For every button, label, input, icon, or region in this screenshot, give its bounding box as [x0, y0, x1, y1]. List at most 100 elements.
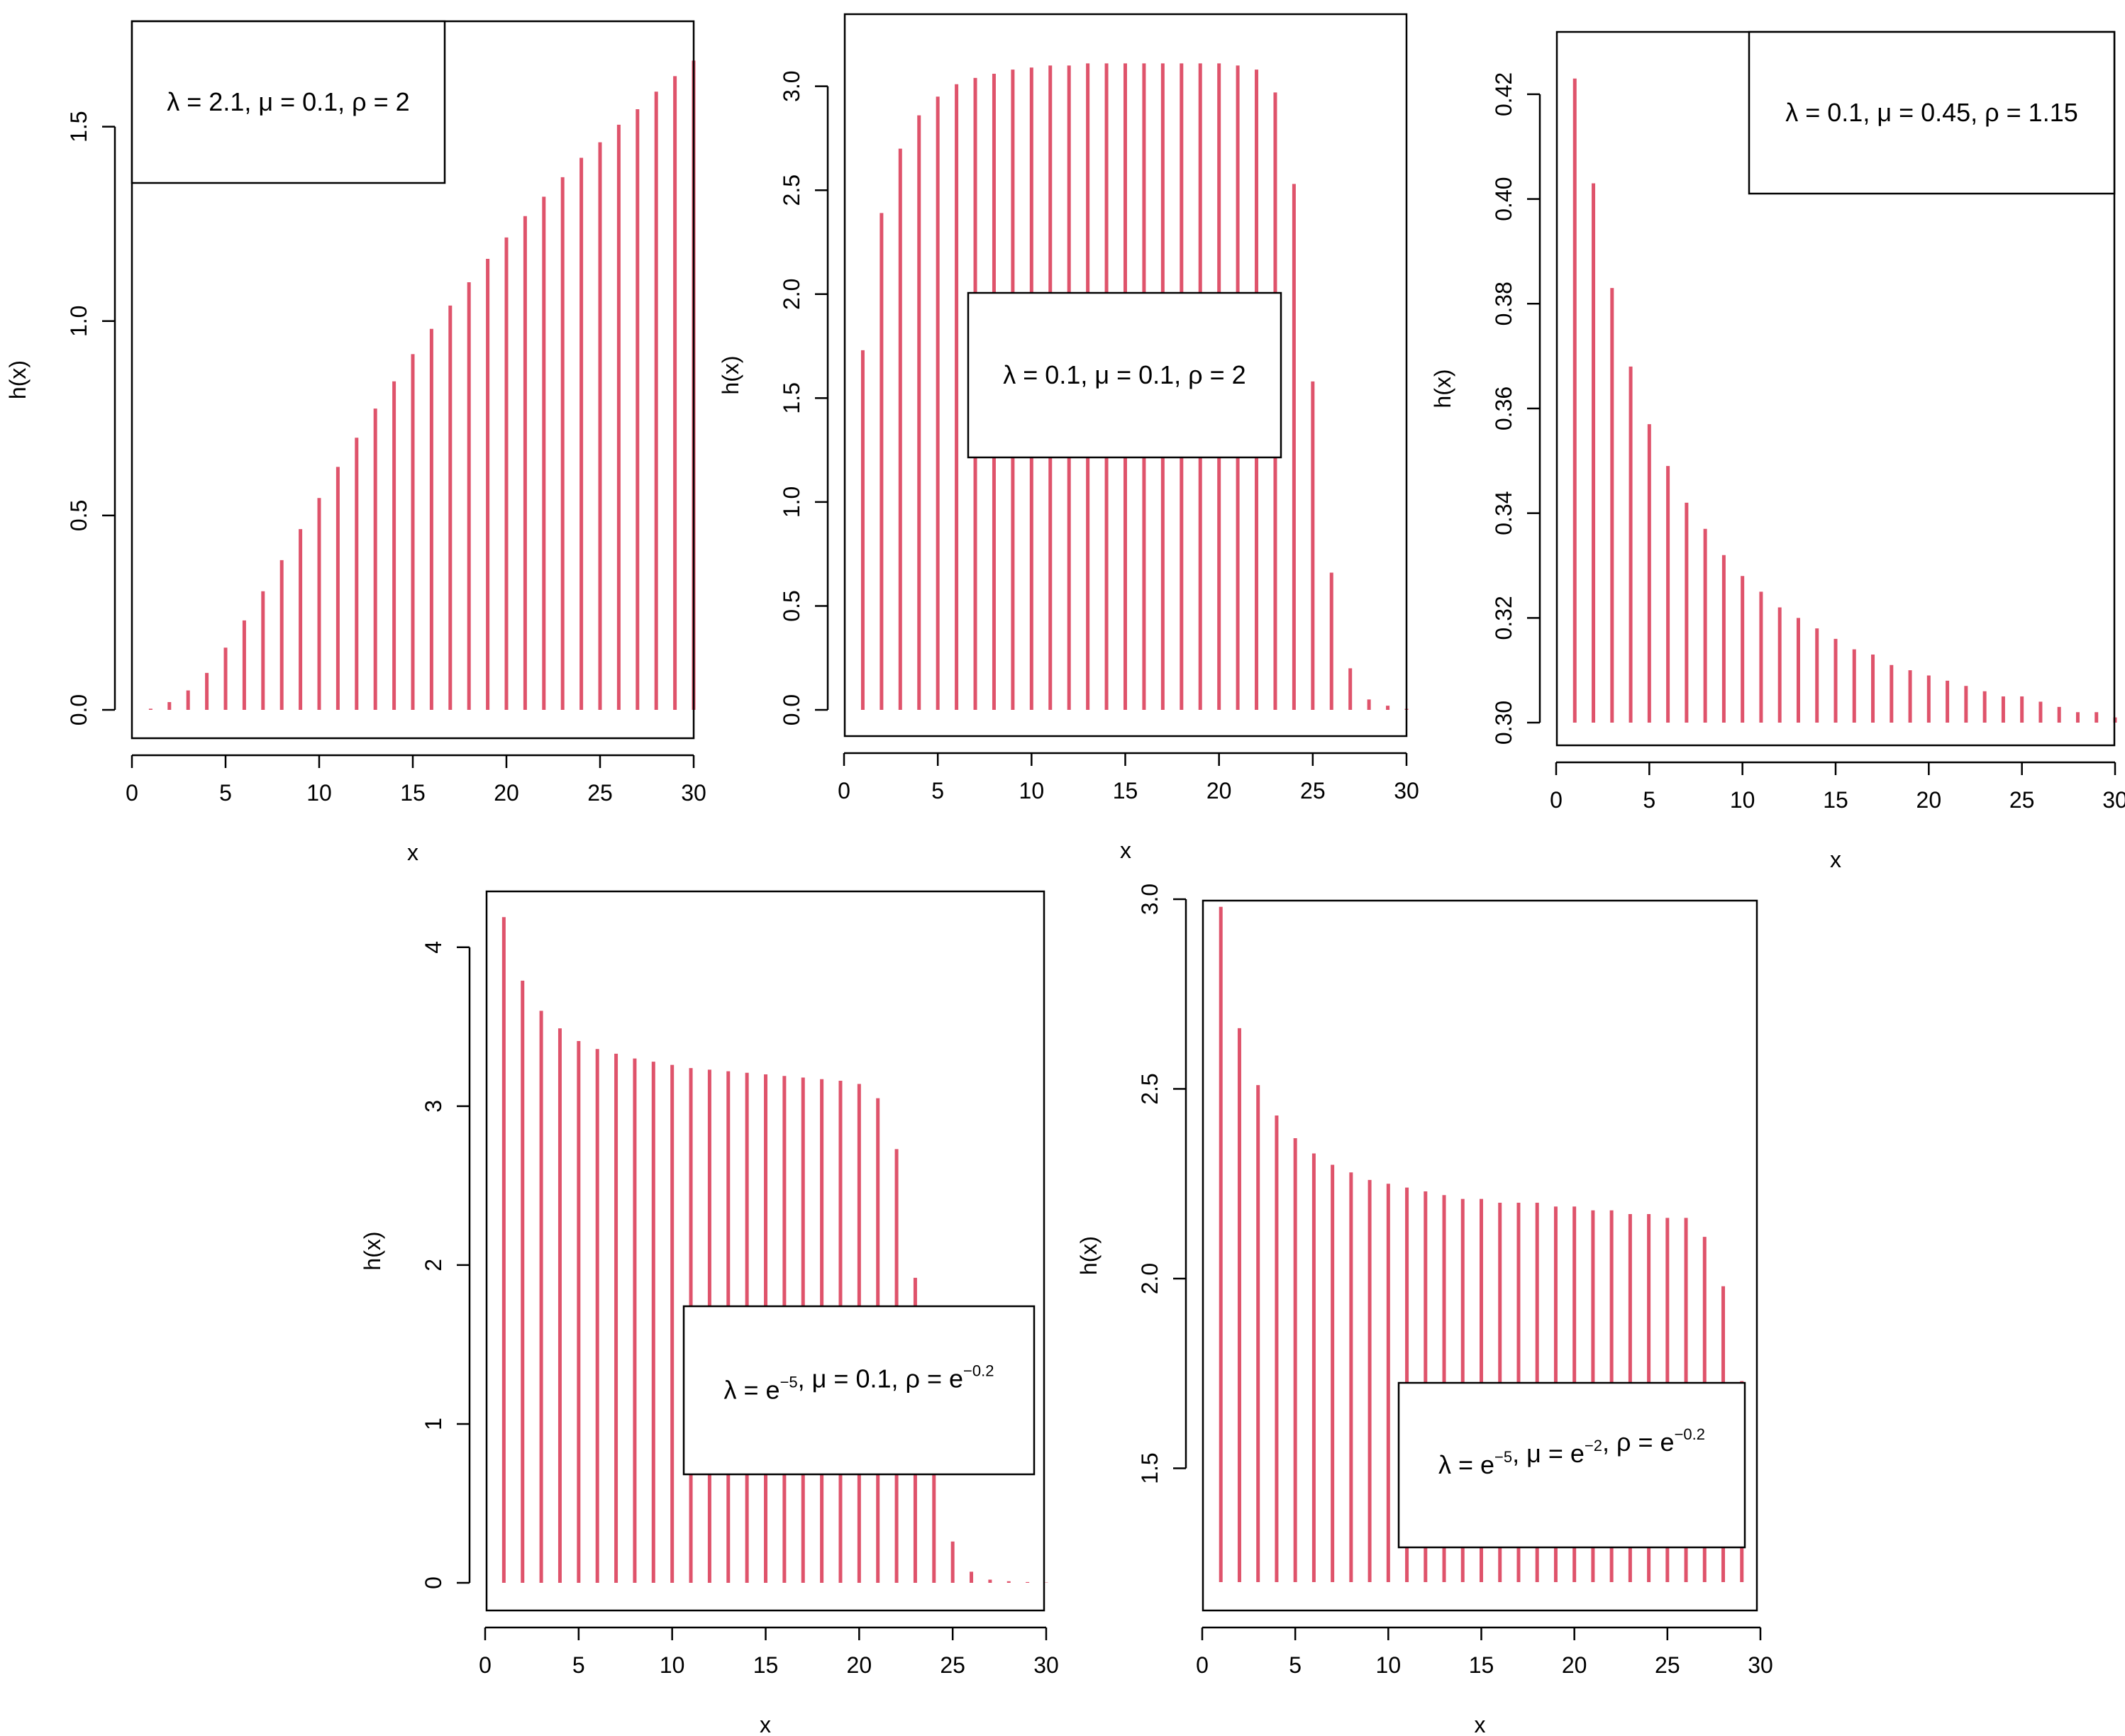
x-tick-label: 10: [1019, 778, 1045, 803]
x-tick-label: 5: [931, 778, 944, 803]
y-tick-label: 0.38: [1491, 282, 1516, 326]
y-tick-label: 2.0: [779, 279, 804, 310]
x-tick-label: 20: [494, 780, 519, 806]
y-tick-label: 0.32: [1491, 596, 1516, 640]
x-tick-label: 15: [400, 780, 426, 806]
x-tick-label: 0: [1196, 1652, 1209, 1678]
chart-panel-4: 0 5 10 15 20 25 30 0 1 2 3 4 x h(x) λ = e−5, μ = 0.1, …: [360, 890, 1059, 1736]
legend-box: [1397, 1381, 1746, 1549]
y-tick-label: 0.36: [1491, 386, 1516, 430]
legend-box: [682, 1305, 1036, 1476]
y-tick-label: 2.5: [1137, 1073, 1163, 1104]
x-tick-label: 15: [1113, 778, 1138, 803]
x-tick-label: 25: [1655, 1652, 1680, 1678]
legend-box: [967, 291, 1282, 459]
legend-label: λ = 0.1, μ = 0.45, ρ = 1.15: [1785, 98, 2078, 127]
y-tick-label: 2.5: [779, 174, 804, 206]
y-tick-label: 0.30: [1491, 701, 1516, 745]
chart-panel-3: 0 5 10 15 20 25 30 0.30 0.32 0.34 0.36 0.38 0.40 0.42…: [1430, 30, 2125, 872]
legend-text-part: λ = 0.1, μ = 0.45, ρ = 1.15: [1785, 98, 2078, 127]
x-tick-label: 10: [660, 1652, 685, 1678]
y-tick-label: 0.0: [66, 694, 91, 725]
y-axis-title: h(x): [718, 355, 743, 394]
legend-text-part: λ = 2.1, μ = 0.1, ρ = 2: [167, 87, 409, 116]
x-axis-title: x: [407, 840, 418, 865]
x-tick-label: 20: [1206, 778, 1232, 803]
x-tick-label: 30: [681, 780, 706, 806]
y-tick-label: 0: [421, 1576, 446, 1589]
x-tick-label: 15: [1823, 787, 1848, 813]
x-tick-label: 0: [1550, 787, 1563, 813]
y-tick-label: 0.34: [1491, 491, 1516, 535]
y-axis-title: h(x): [5, 360, 30, 399]
y-tick-label: 0.40: [1491, 177, 1516, 221]
y-axis-title: h(x): [360, 1231, 385, 1270]
x-tick-label: 25: [1300, 778, 1326, 803]
x-tick-label: 5: [1643, 787, 1655, 813]
x-axis-title: x: [1120, 838, 1131, 863]
y-tick-label: 1: [421, 1418, 446, 1430]
y-tick-label: 4: [421, 941, 446, 954]
x-tick-label: 30: [1033, 1652, 1059, 1678]
legend-box: [1748, 30, 2116, 195]
legend-text-part: λ = 0.1, μ = 0.1, ρ = 2: [1003, 360, 1245, 389]
legend-text-part: , ρ = e: [1602, 1428, 1675, 1457]
chart-panel-5: 0 5 10 15 20 25 30 1.5 2.0 2.5 3.0 x h(x) λ = e−5, μ …: [1076, 884, 1773, 1736]
x-tick-label: 10: [1376, 1652, 1402, 1678]
legend-box: [131, 20, 446, 184]
y-tick-label: 0.42: [1491, 72, 1516, 116]
legend-superscript: −0.2: [963, 1362, 994, 1380]
y-tick-label: 3: [421, 1100, 446, 1113]
legend-text-part: , μ = e: [1512, 1439, 1585, 1468]
y-axis-title: h(x): [1430, 369, 1455, 408]
y-tick-label: 1.5: [779, 382, 804, 413]
x-axis-title: x: [1830, 847, 1841, 872]
x-tick-label: 15: [1469, 1652, 1494, 1678]
x-axis-title: x: [760, 1712, 771, 1736]
y-tick-label: 0.0: [779, 694, 804, 725]
x-tick-label: 20: [1916, 787, 1942, 813]
x-tick-label: 20: [847, 1652, 872, 1678]
chart-panel-2: 0 5 10 15 20 25 30 0.0 0.5 1.0 1.5 2.0 2.5 3.0 x h(x) λ …: [718, 13, 1419, 863]
y-tick-label: 3.0: [1137, 884, 1163, 915]
legend-text-part: λ = e: [1438, 1450, 1494, 1479]
y-tick-label: 2: [421, 1259, 446, 1272]
plot-frame: [1202, 899, 1758, 1612]
x-tick-label: 20: [1562, 1652, 1587, 1678]
x-tick-label: 5: [219, 780, 232, 806]
x-tick-label: 25: [940, 1652, 965, 1678]
y-axis-title: h(x): [1076, 1236, 1102, 1275]
legend-text-part: , μ = 0.1, ρ = e: [798, 1364, 963, 1393]
x-tick-label: 15: [753, 1652, 779, 1678]
chart-panel-1: 0 5 10 15 20 25 30 0.0 0.5 1.0 1.5 x h(x) λ = 2.1, μ …: [5, 20, 706, 865]
legend-label: λ = 2.1, μ = 0.1, ρ = 2: [167, 87, 409, 116]
x-tick-label: 25: [2009, 787, 2035, 813]
y-tick-label: 1.0: [66, 306, 91, 337]
x-tick-label: 0: [838, 778, 850, 803]
x-tick-label: 10: [1730, 787, 1755, 813]
x-tick-label: 10: [306, 780, 332, 806]
x-tick-label: 30: [1748, 1652, 1773, 1678]
y-tick-label: 1.0: [779, 486, 804, 518]
legend-superscript: −5: [1494, 1448, 1512, 1466]
x-tick-label: 0: [479, 1652, 492, 1678]
x-tick-label: 30: [1394, 778, 1419, 803]
y-tick-label: 0.5: [779, 590, 804, 621]
legend-label: λ = e−5, μ = 0.1, ρ = e−0.2: [724, 1362, 994, 1405]
y-tick-label: 2.0: [1137, 1263, 1163, 1294]
x-tick-label: 0: [126, 780, 138, 806]
x-axis-title: x: [1475, 1712, 1486, 1736]
legend-superscript: −5: [780, 1374, 798, 1391]
y-tick-label: 1.5: [66, 111, 91, 142]
y-tick-label: 3.0: [779, 70, 804, 101]
x-tick-label: 5: [1289, 1652, 1302, 1678]
x-tick-label: 5: [572, 1652, 585, 1678]
x-tick-label: 25: [587, 780, 613, 806]
plot-frame: [843, 13, 1408, 738]
legend-label: λ = 0.1, μ = 0.1, ρ = 2: [1003, 360, 1245, 389]
y-tick-label: 1.5: [1137, 1452, 1163, 1484]
plot-frame: [485, 890, 1045, 1612]
legend-label: λ = e−5, μ = e−2, ρ = e−0.2: [1438, 1425, 1705, 1479]
legend-text-part: λ = e: [724, 1376, 780, 1405]
